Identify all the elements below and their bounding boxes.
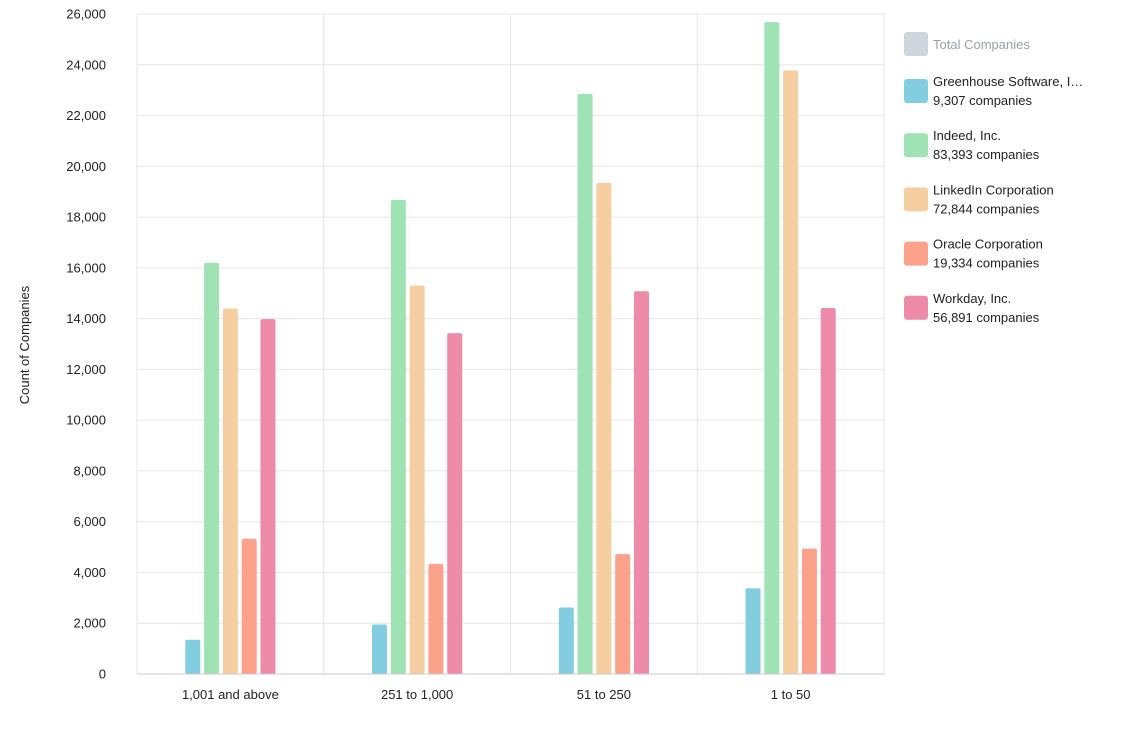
y-tick-label: 16,000 xyxy=(66,260,106,275)
legend-series-name[interactable]: Greenhouse Software, I… xyxy=(933,74,1083,89)
legend-series-count: 9,307 companies xyxy=(933,93,1033,108)
y-tick-label: 24,000 xyxy=(66,57,106,72)
bar[interactable] xyxy=(558,607,574,674)
bar-layer xyxy=(185,22,836,675)
y-tick-label: 18,000 xyxy=(66,210,106,225)
legend-series-count: 72,844 companies xyxy=(933,201,1040,216)
legend-swatch[interactable] xyxy=(904,133,928,158)
bar[interactable] xyxy=(577,93,593,674)
x-tick-label: 1 to 50 xyxy=(771,687,811,702)
y-tick-label: 14,000 xyxy=(66,311,106,326)
legend-series-name[interactable]: Workday, Inc. xyxy=(933,291,1011,306)
bar[interactable] xyxy=(745,588,761,674)
bar[interactable] xyxy=(260,319,276,674)
legend-series-count: 56,891 companies xyxy=(933,310,1040,325)
x-tick-label: 251 to 1,000 xyxy=(381,687,453,702)
legend-swatch[interactable] xyxy=(904,241,928,266)
y-tick-label: 4,000 xyxy=(73,565,106,580)
y-tick-label: 10,000 xyxy=(66,413,106,428)
y-tick-label: 20,000 xyxy=(66,159,106,174)
legend-series-name[interactable]: Indeed, Inc. xyxy=(933,128,1001,143)
legend-swatch-total[interactable] xyxy=(904,32,928,56)
y-tick-label: 2,000 xyxy=(73,616,106,631)
y-tick-label: 6,000 xyxy=(73,514,106,529)
legend-series-count: 19,334 companies xyxy=(933,256,1040,271)
legend-series-name[interactable]: Oracle Corporation xyxy=(933,237,1043,252)
bar[interactable] xyxy=(409,285,425,674)
y-tick-label: 22,000 xyxy=(66,108,106,123)
bar[interactable] xyxy=(372,624,388,675)
x-tick-label: 1,001 and above xyxy=(182,687,279,702)
y-axis-title: Count of Companies xyxy=(17,285,32,404)
bar[interactable] xyxy=(633,291,649,674)
bar[interactable] xyxy=(820,307,836,674)
bar[interactable] xyxy=(222,308,238,674)
bar[interactable] xyxy=(801,548,817,674)
legend-swatch[interactable] xyxy=(904,295,928,320)
bar[interactable] xyxy=(783,70,799,675)
bar[interactable] xyxy=(390,199,406,675)
axis-layer: 0 2,000 4,000 6,000 8,000 10,000 12,000 14,000 1… xyxy=(66,7,884,702)
legend-swatch[interactable] xyxy=(904,79,928,103)
legend-series-count: 83,393 companies xyxy=(933,147,1040,162)
bar[interactable] xyxy=(185,639,201,674)
y-tick-label: 0 xyxy=(99,667,106,682)
y-tick-label: 12,000 xyxy=(66,362,106,377)
legend-total-label[interactable]: Total Companies xyxy=(933,37,1030,52)
bar[interactable] xyxy=(204,262,220,674)
legend: Total Companies Greenhouse Software, I… 9,… xyxy=(904,32,1083,325)
bar[interactable] xyxy=(615,554,631,674)
y-tick-label: 8,000 xyxy=(73,463,106,478)
legend-series-name[interactable]: LinkedIn Corporation xyxy=(933,182,1054,197)
x-tick-label: 51 to 250 xyxy=(577,687,631,702)
bar[interactable] xyxy=(241,538,257,674)
legend-swatch[interactable] xyxy=(904,187,928,212)
bar[interactable] xyxy=(596,182,612,675)
bar[interactable] xyxy=(764,22,780,675)
bar[interactable] xyxy=(447,333,463,674)
y-tick-label: 26,000 xyxy=(66,7,106,22)
bar[interactable] xyxy=(428,563,444,674)
